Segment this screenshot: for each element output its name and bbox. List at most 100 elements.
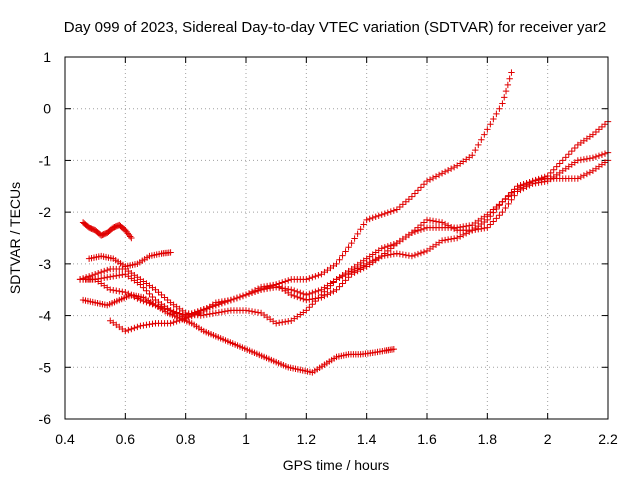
data-point (143, 298, 150, 306)
data-point (149, 320, 156, 328)
data-point (402, 251, 410, 259)
data-point (429, 174, 437, 182)
data-point (502, 204, 509, 212)
data-point (381, 252, 388, 259)
data-point (242, 291, 250, 299)
data-point (396, 250, 404, 258)
data-point (589, 154, 597, 162)
data-point (577, 156, 585, 164)
data-point (504, 81, 512, 89)
data-point (164, 306, 171, 313)
x-tick-label: 2 (544, 431, 552, 447)
data-point (508, 196, 515, 203)
data-point (291, 287, 298, 294)
data-point (339, 252, 346, 259)
data-point (339, 273, 346, 280)
data-point (598, 151, 606, 158)
data-point (517, 184, 524, 191)
data-point (417, 249, 425, 257)
x-tick-labels: 0.4 0.6 0.8 1 1.2 1.4 1.6 1.8 2 2.2 (55, 431, 618, 447)
data-point (505, 200, 512, 208)
data-point (140, 284, 147, 291)
data-point (378, 252, 385, 260)
data-point (484, 126, 491, 133)
data-point (450, 235, 458, 242)
data-point (206, 310, 213, 318)
data-point (312, 295, 319, 302)
data-point (426, 176, 434, 183)
y-tick-labels: -6 -5 -4 -3 -2 -1 0 1 (39, 49, 52, 427)
data-point (444, 236, 452, 243)
data-point (592, 153, 600, 161)
data-point (282, 318, 289, 325)
y-tick-label: -2 (39, 204, 52, 220)
data-point (146, 290, 153, 298)
data-point (218, 308, 226, 316)
data-point (574, 157, 582, 164)
data-point (245, 290, 253, 298)
data-point (499, 100, 506, 107)
data-point (107, 286, 114, 293)
data-point (493, 215, 500, 222)
data-point (285, 318, 292, 325)
data-point (251, 288, 259, 295)
data-point (170, 319, 177, 326)
data-point (242, 307, 250, 314)
data-point (312, 273, 319, 280)
data-point (167, 320, 174, 327)
data-point (306, 304, 313, 311)
data-point (131, 324, 138, 332)
data-point (303, 291, 310, 299)
data-point (450, 225, 458, 232)
data-point (125, 326, 132, 334)
data-point (140, 322, 147, 329)
series-arc-1 (79, 291, 398, 376)
data-point (547, 169, 554, 177)
data-point (574, 175, 582, 182)
data-point (113, 272, 120, 279)
y-tick-label: -1 (39, 152, 52, 168)
data-point (438, 170, 446, 177)
data-point (137, 296, 144, 304)
data-point (221, 297, 229, 305)
y-tick-label: 0 (43, 101, 51, 117)
data-point (354, 230, 361, 238)
data-point (553, 163, 560, 170)
data-point (363, 216, 370, 224)
y-tick-label: 1 (43, 49, 51, 65)
data-point (131, 293, 138, 301)
data-point (438, 219, 446, 226)
data-point (194, 310, 201, 318)
data-point (390, 207, 398, 214)
data-point (366, 215, 373, 223)
x-tick-label: 1.6 (417, 431, 437, 447)
data-point (453, 234, 461, 242)
data-point (191, 311, 198, 319)
data-point (369, 257, 376, 264)
data-point (342, 277, 349, 284)
data-point (336, 283, 343, 290)
data-point (429, 217, 437, 225)
data-point (408, 252, 416, 260)
data-point (595, 152, 603, 159)
data-point (526, 179, 533, 186)
data-point (279, 284, 286, 292)
data-point (460, 231, 467, 239)
data-point (176, 317, 183, 324)
data-point (441, 236, 449, 244)
data-point (583, 170, 591, 178)
data-point (390, 345, 398, 353)
x-tick-label: 2.2 (598, 431, 618, 447)
data-point (369, 214, 376, 222)
data-point (601, 150, 609, 157)
data-point (155, 303, 162, 310)
data-point (469, 152, 476, 159)
data-point (420, 225, 428, 232)
data-point (441, 168, 449, 176)
data-point (297, 289, 304, 297)
data-point (224, 297, 232, 304)
data-point (384, 209, 391, 216)
data-point (466, 228, 473, 235)
data-point (143, 321, 150, 329)
